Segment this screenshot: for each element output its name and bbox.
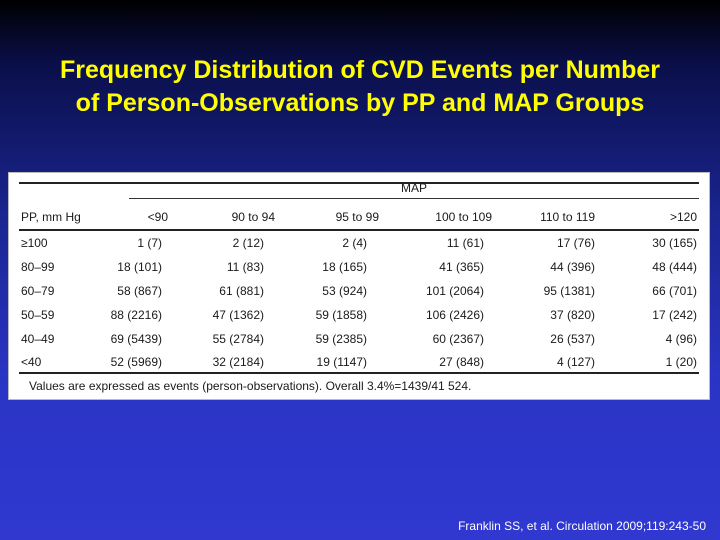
table-cell: 47 (1362): [212, 308, 264, 322]
table-cell: 11 (83): [226, 260, 264, 274]
table-cell: 37 (820): [550, 308, 595, 322]
table-footnote: Values are expressed as events (person-o…: [29, 379, 472, 393]
column-header: 95 to 99: [335, 210, 379, 224]
table-cell: 66 (701): [652, 284, 697, 298]
row-label: ≥100: [21, 236, 48, 250]
table-cell: 53 (924): [322, 284, 367, 298]
data-table: MAP PP, mm Hg <90 90 to 94 95 to 99 100 …: [8, 172, 710, 400]
table-cell: 2 (4): [342, 236, 367, 250]
table-cell: 1 (7): [137, 236, 162, 250]
column-header: 100 to 109: [435, 210, 492, 224]
table-cell: 17 (76): [556, 236, 595, 250]
table-cell: 1 (20): [665, 355, 697, 369]
table-cell: 27 (848): [439, 355, 484, 369]
column-header: 90 to 94: [231, 210, 275, 224]
table-cell: 2 (12): [232, 236, 264, 250]
table-bottom-rule: [19, 372, 699, 374]
table-cell: 4 (96): [665, 332, 697, 346]
row-header-label: PP, mm Hg: [21, 210, 81, 224]
table-cell: 52 (5969): [110, 355, 162, 369]
table-cell: 60 (2367): [432, 332, 484, 346]
table-cell: 106 (2426): [425, 308, 484, 322]
table-cell: 101 (2064): [425, 284, 484, 298]
row-label: 60–79: [21, 284, 55, 298]
table-cell: 95 (1381): [543, 284, 595, 298]
table-cell: 30 (165): [652, 236, 697, 250]
table-cell: 69 (5439): [110, 332, 162, 346]
table-cell: 17 (242): [652, 308, 697, 322]
column-header: <90: [147, 210, 168, 224]
table-cell: 88 (2216): [110, 308, 162, 322]
table-cell: 19 (1147): [316, 355, 367, 369]
table-cell: 18 (101): [117, 260, 162, 274]
table-cell: 59 (2385): [315, 332, 367, 346]
table-cell: 41 (365): [439, 260, 484, 274]
table-cell: 58 (867): [117, 284, 162, 298]
map-group-rule: [129, 198, 699, 199]
row-label: 80–99: [21, 260, 55, 274]
table-cell: 59 (1858): [315, 308, 367, 322]
header-bottom-rule: [19, 229, 699, 231]
table-cell: 61 (881): [219, 284, 264, 298]
slide-title: Frequency Distribution of CVD Events per…: [0, 54, 720, 120]
table-cell: 4 (127): [556, 355, 595, 369]
row-label: 50–59: [21, 308, 55, 322]
table-top-rule: [19, 182, 699, 184]
row-label: <40: [21, 355, 42, 369]
citation: Franklin SS, et al. Circulation 2009;119…: [458, 519, 706, 533]
table-cell: 48 (444): [652, 260, 697, 274]
table-cell: 44 (396): [550, 260, 595, 274]
slide-title-line-1: Frequency Distribution of CVD Events per…: [59, 56, 661, 84]
column-header: 110 to 119: [540, 210, 595, 224]
table-cell: 32 (2184): [212, 355, 264, 369]
table-cell: 55 (2784): [212, 332, 264, 346]
slide-title-line-2: of Person-Observations by PP and MAP Gro…: [75, 89, 645, 117]
table-cell: 18 (165): [322, 260, 367, 274]
map-group-header: MAP: [400, 181, 428, 195]
table-cell: 11 (61): [446, 236, 484, 250]
table-cell: 26 (537): [550, 332, 595, 346]
column-header: >120: [669, 210, 697, 224]
row-label: 40–49: [21, 332, 55, 346]
